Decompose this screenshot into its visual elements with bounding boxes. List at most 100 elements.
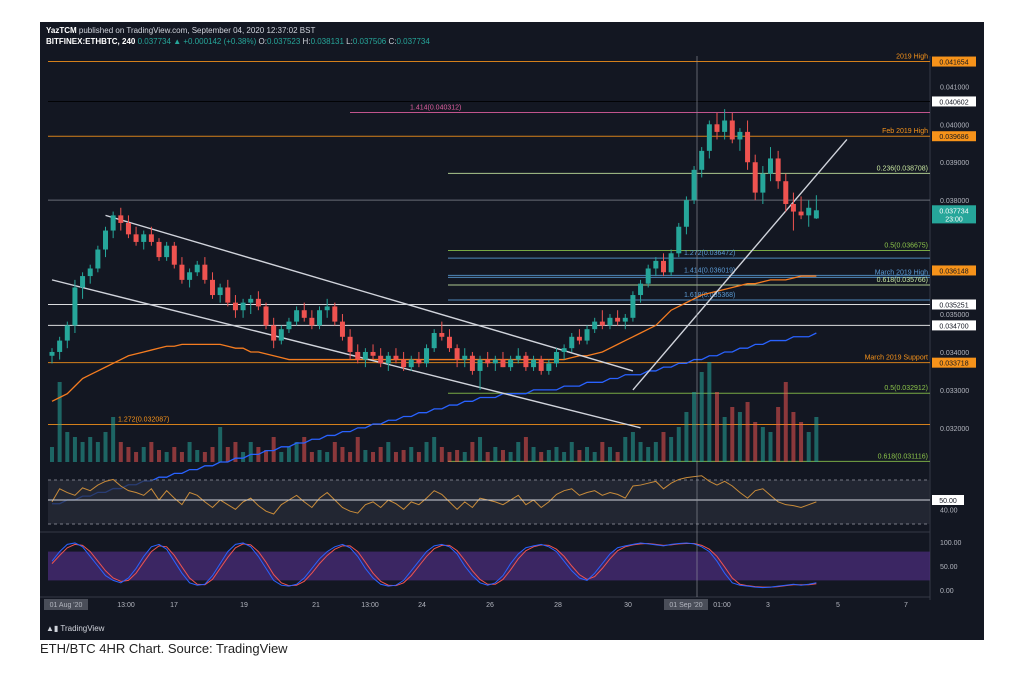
candle-body bbox=[317, 310, 323, 326]
candle-body bbox=[286, 321, 292, 330]
volume-bar bbox=[179, 452, 184, 462]
price-tag-label: 0.034700 bbox=[939, 323, 968, 330]
price-change: ▲ +0.000142 (+0.38%) bbox=[173, 37, 257, 46]
volume-bar bbox=[707, 362, 712, 462]
tradingview-logo-icon: ▲▮ bbox=[46, 624, 61, 633]
candle-body bbox=[171, 245, 177, 265]
volume-bar bbox=[692, 392, 697, 462]
volume-bar bbox=[393, 452, 398, 462]
x-tick-label: 7 bbox=[904, 602, 908, 609]
candle-body bbox=[767, 158, 773, 174]
price-tag-label: 0.033718 bbox=[939, 361, 968, 368]
volume-bar bbox=[539, 452, 544, 462]
candle-body bbox=[813, 210, 819, 219]
candle-body bbox=[492, 359, 498, 364]
candle-body bbox=[72, 287, 78, 326]
candle-body bbox=[332, 306, 338, 322]
volume-bar bbox=[210, 447, 215, 462]
stoch-k-line bbox=[51, 542, 817, 589]
x-tick-label: 21 bbox=[312, 602, 320, 609]
candle-body bbox=[49, 351, 55, 356]
price-tag bbox=[932, 96, 976, 107]
volume-bar bbox=[65, 432, 70, 462]
volume-bar bbox=[286, 447, 291, 462]
x-tick-label: 19 bbox=[240, 602, 248, 609]
y-tick-label: 0.040000 bbox=[940, 122, 969, 129]
candle-body bbox=[622, 317, 628, 322]
x-tick-label: 28 bbox=[554, 602, 562, 609]
candle-body bbox=[576, 336, 582, 341]
candle-body bbox=[439, 332, 445, 337]
volume-bar bbox=[371, 452, 376, 462]
volume-bar bbox=[72, 437, 77, 462]
volume-bar bbox=[302, 437, 307, 462]
candle-body bbox=[95, 249, 101, 269]
chart-frame bbox=[40, 22, 984, 640]
level-label: 2019 High bbox=[896, 54, 928, 61]
candle-body bbox=[469, 355, 475, 371]
level-label: 0.236(0.038708) bbox=[877, 165, 928, 172]
candle-body bbox=[752, 162, 758, 193]
x-tick-label: 17 bbox=[170, 602, 178, 609]
candle-body bbox=[477, 359, 483, 371]
volume-bar bbox=[516, 442, 521, 462]
candle-body bbox=[210, 279, 216, 296]
candle-body bbox=[393, 355, 399, 360]
stoch-tick-label: 50.00 bbox=[940, 564, 958, 571]
y-tick-label: 0.035000 bbox=[940, 312, 969, 319]
candle-body bbox=[431, 332, 437, 349]
volume-bar bbox=[669, 437, 674, 462]
candle-body bbox=[790, 203, 796, 212]
candle-body bbox=[424, 348, 430, 364]
candle-body bbox=[240, 302, 246, 311]
volume-bar bbox=[585, 447, 590, 462]
price-tag bbox=[932, 213, 976, 224]
volume-bar bbox=[378, 447, 383, 462]
candle-body bbox=[408, 359, 414, 368]
volume-bar bbox=[264, 450, 269, 462]
volume-bar bbox=[50, 447, 54, 462]
candle-body bbox=[531, 359, 537, 368]
x-tick-label: 26 bbox=[486, 602, 494, 609]
volume-bar bbox=[348, 452, 353, 462]
candle-body bbox=[194, 264, 200, 273]
volume-bar bbox=[753, 422, 758, 462]
candle-body bbox=[217, 287, 223, 296]
volume-bar bbox=[508, 452, 513, 462]
volume-bar bbox=[271, 437, 276, 462]
volume-bar bbox=[562, 452, 567, 462]
volume-bar bbox=[233, 442, 238, 462]
candle-body bbox=[187, 272, 193, 280]
x-tick-label: 01 Aug '20 bbox=[50, 602, 83, 609]
volume-bar bbox=[340, 447, 345, 462]
chart-caption: ETH/BTC 4HR Chart. Source: TradingView bbox=[40, 641, 288, 656]
candle-body bbox=[676, 226, 682, 254]
candle-body bbox=[362, 351, 368, 360]
volume-bar bbox=[493, 447, 498, 462]
price-tag bbox=[932, 320, 976, 331]
candle-body bbox=[125, 222, 131, 235]
candle-body bbox=[569, 336, 575, 349]
volume-bar bbox=[478, 437, 483, 462]
volume-bar bbox=[592, 452, 597, 462]
volume-bar bbox=[676, 427, 681, 462]
candle-body bbox=[683, 200, 689, 227]
candle-body bbox=[156, 241, 162, 258]
candle-body bbox=[599, 321, 605, 326]
ascending-trendline bbox=[632, 139, 848, 391]
volume-bar bbox=[57, 382, 62, 462]
candle-body bbox=[385, 355, 391, 364]
volume-bar bbox=[653, 442, 658, 462]
symbol-name[interactable]: BITFINEX:ETHBTC, 240 bbox=[46, 37, 136, 46]
volume-bar bbox=[80, 442, 85, 462]
candle-body bbox=[760, 173, 766, 193]
candle-body bbox=[546, 363, 552, 371]
volume-bar bbox=[225, 447, 230, 462]
candle-body bbox=[783, 181, 789, 204]
volume-bar bbox=[638, 442, 643, 462]
author-name[interactable]: YazTCM bbox=[46, 26, 77, 35]
volume-bar bbox=[554, 447, 559, 462]
y-tick-label: 0.039000 bbox=[940, 160, 969, 167]
publish-info: YazTCM published on TradingView.com, Sep… bbox=[46, 26, 315, 35]
